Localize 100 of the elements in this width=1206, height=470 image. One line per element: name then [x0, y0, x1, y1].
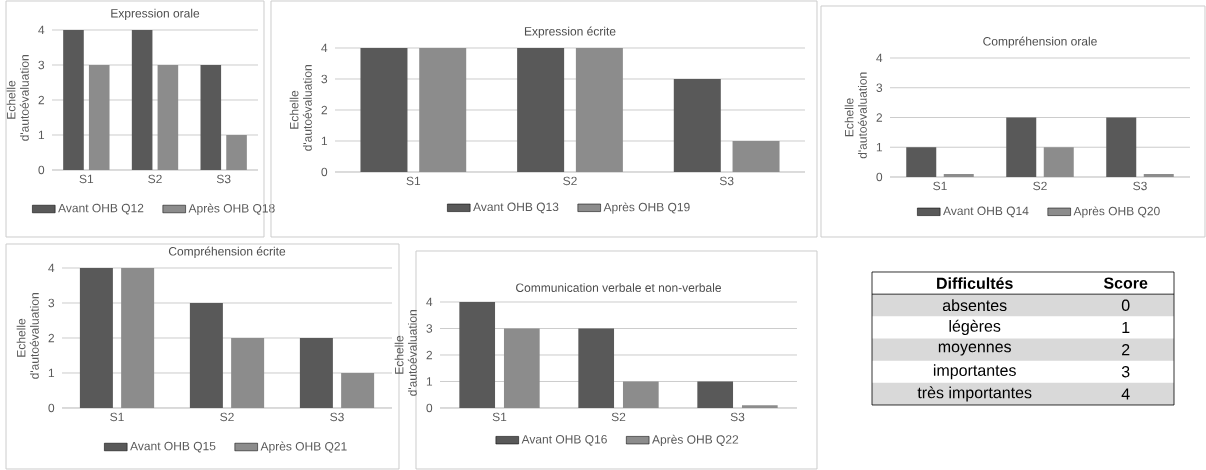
bar	[231, 337, 265, 408]
chart-title: Compréhension écrite	[168, 246, 286, 258]
x-tick-label: S1	[110, 412, 124, 422]
bar	[341, 372, 375, 408]
chart-title: Communication verbale et non-verbale	[516, 283, 721, 292]
y-tick-label: 4	[876, 53, 883, 63]
bar	[906, 147, 937, 177]
bar	[575, 47, 623, 172]
legend-label: Après OHB Q20	[1073, 206, 1160, 218]
bar	[200, 64, 222, 170]
text: Difficultés	[937, 277, 1013, 290]
x-tick-label: S3	[1133, 181, 1147, 191]
bar	[299, 337, 333, 408]
bar	[732, 140, 780, 172]
bar	[741, 405, 778, 408]
text: Score	[1103, 277, 1148, 289]
y-tick-label: 4	[426, 297, 433, 307]
y-tick-label: 0	[876, 172, 883, 182]
y-tick-label: 4	[38, 25, 45, 35]
x-tick-label: S1	[406, 176, 421, 186]
bar	[697, 381, 734, 408]
y-tick-label: 2	[876, 113, 883, 122]
data-label: 4	[1121, 388, 1130, 400]
y-axis-title: Echelle d'autoévaluation	[16, 293, 39, 379]
bar	[360, 47, 408, 172]
bar	[63, 29, 84, 170]
category-label: importantes	[933, 364, 1016, 380]
y-axis-title: Echelle d'autoévaluation	[844, 72, 867, 159]
y-tick-label: 2	[48, 333, 55, 343]
y-tick-label: 2	[426, 350, 433, 360]
x-tick-label: S2	[563, 176, 577, 186]
y-axis-title: Echelle d'autoévaluation	[6, 55, 29, 141]
bar	[622, 381, 659, 408]
legend-label: Avant OHB Q12	[58, 203, 144, 215]
bar	[673, 78, 721, 172]
bar	[1006, 117, 1037, 177]
bar	[226, 134, 247, 170]
bar	[1143, 174, 1174, 177]
legend-label: Après OHB Q22	[652, 434, 739, 447]
y-axis-title: Echelle d'autoévaluation	[289, 65, 312, 151]
y-tick-label: 1	[38, 130, 45, 140]
y-tick-label: 0	[38, 165, 45, 175]
bar	[131, 29, 153, 170]
x-tick-label: S1	[933, 181, 947, 191]
bar	[578, 328, 615, 408]
x-tick-label: S3	[330, 412, 344, 422]
y-tick-label: 4	[321, 43, 328, 53]
bar	[121, 267, 155, 408]
y-tick-label: 1	[876, 143, 883, 152]
legend-label: Après OHB Q18	[188, 203, 275, 215]
bar	[189, 302, 223, 408]
x-tick-label: S2	[611, 412, 626, 422]
x-tick-label: S3	[719, 176, 734, 186]
legend-label: Avant OHB Q16	[521, 435, 607, 446]
y-tick-label: 1	[426, 377, 433, 386]
x-tick-label: S2	[1033, 181, 1047, 191]
y-tick-label: 0	[426, 403, 433, 413]
legend-label: Après OHB Q21	[260, 441, 347, 453]
y-tick-label: 0	[321, 167, 328, 177]
legend-label: Avant OHB Q15	[130, 441, 216, 453]
x-tick-label: S1	[79, 174, 94, 184]
y-tick-label: 1	[321, 136, 328, 146]
category-label: absentes	[942, 299, 1007, 312]
category-label: légères	[949, 319, 1001, 335]
y-tick-label: 4	[48, 263, 55, 273]
x-tick-label: S1	[492, 412, 507, 422]
y-tick-label: 0	[48, 403, 55, 413]
data-label: 3	[1121, 366, 1130, 378]
bar	[459, 301, 496, 408]
data-label: 0	[1121, 299, 1130, 311]
bar	[517, 47, 565, 172]
x-tick-label: S3	[730, 412, 745, 422]
bar	[419, 47, 467, 172]
legend-label: Après OHB Q19	[603, 202, 690, 214]
bar	[79, 267, 113, 408]
chart-title: Compréhension orale	[983, 36, 1097, 48]
y-tick-label: 3	[321, 74, 328, 84]
y-tick-label: 1	[48, 368, 55, 378]
bar	[503, 328, 540, 408]
legend-label: Avant OHB Q13	[473, 202, 559, 214]
x-tick-label: S2	[148, 174, 162, 184]
bar	[1106, 117, 1137, 177]
bar	[1043, 147, 1074, 177]
y-axis-title: Echelle d'autoévaluation	[394, 310, 417, 396]
y-tick-label: 3	[876, 83, 883, 92]
data-label: 1	[1122, 321, 1130, 333]
x-tick-label: S3	[216, 174, 231, 184]
x-tick-label: S2	[220, 412, 234, 422]
bar	[943, 174, 974, 177]
category-label: très importantes	[917, 386, 1032, 402]
y-tick-label: 2	[38, 95, 45, 105]
y-tick-label: 2	[321, 105, 328, 115]
chart-title: Expression orale	[111, 8, 200, 20]
category-label: moyennes	[938, 343, 1011, 356]
bar	[157, 64, 179, 170]
data-label: 2	[1122, 343, 1130, 356]
bar	[88, 64, 110, 170]
legend-label: Avant OHB Q14	[943, 206, 1029, 218]
y-tick-label: 3	[426, 324, 433, 333]
y-tick-label: 3	[48, 298, 55, 308]
